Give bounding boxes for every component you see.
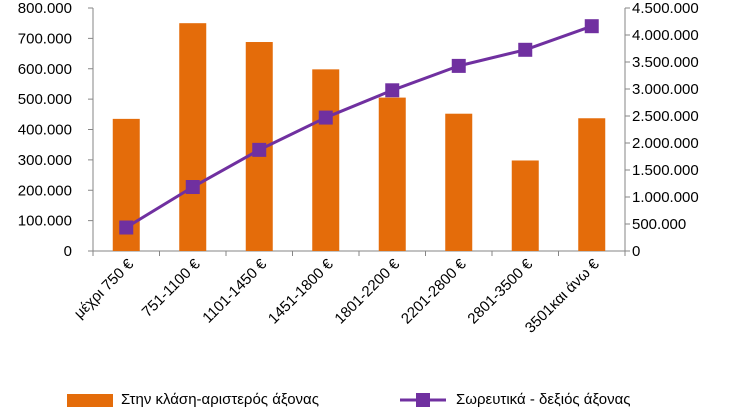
- bar: [578, 118, 606, 251]
- point: [119, 220, 134, 235]
- point: [385, 83, 400, 98]
- y-left-tick-label: 500.000: [18, 91, 72, 108]
- x-tick-label: 751-1100 €: [139, 255, 204, 320]
- y-right-tick-label: 0: [632, 243, 640, 260]
- y-left-tick-label: 300.000: [18, 152, 72, 169]
- y-right-tick-label: 500.000: [632, 216, 686, 233]
- legend-bar-swatch: [67, 394, 113, 407]
- y-right-tick-label: 4.000.000: [632, 27, 699, 44]
- point: [451, 58, 466, 73]
- point: [185, 180, 200, 195]
- y-left-tick-label: 600.000: [18, 61, 72, 78]
- bar: [378, 97, 406, 251]
- point: [518, 42, 533, 57]
- x-tick-label: 2201-2800 €: [398, 255, 470, 327]
- x-tick-label: 2801-3500 €: [464, 255, 536, 327]
- y-right-tick-label: 2.000.000: [632, 135, 699, 152]
- bar: [312, 69, 340, 251]
- point: [584, 19, 599, 34]
- y-right-tick-label: 1.000.000: [632, 189, 699, 206]
- y-left-tick-label: 800.000: [18, 0, 72, 17]
- y-right-tick-label: 1.500.000: [632, 162, 699, 179]
- x-tick-label: μέχρι 750 €: [71, 255, 138, 322]
- bar: [511, 160, 539, 251]
- legend-line-marker: [416, 393, 430, 407]
- point: [252, 142, 267, 157]
- y-left-tick-label: 700.000: [18, 30, 72, 47]
- y-left-tick-label: 100.000: [18, 213, 72, 230]
- y-left-tick-label: 200.000: [18, 182, 72, 199]
- bar: [179, 23, 207, 251]
- series-line: [125, 24, 593, 229]
- x-tick-label: 1101-1450 €: [199, 255, 270, 326]
- bar: [445, 113, 473, 251]
- point: [318, 110, 333, 125]
- y-right-tick-label: 3.000.000: [632, 81, 699, 98]
- legend-label-line: Σωρευτικά - δεξιός άξονας: [456, 391, 631, 408]
- y-right-tick-label: 2.500.000: [632, 108, 699, 125]
- y-left-tick-label: 0: [64, 243, 72, 260]
- y-right-tick-label: 3.500.000: [632, 54, 699, 71]
- x-tick-label: 1451-1800 €: [265, 255, 337, 327]
- x-tick-label: 1801-2200 €: [331, 255, 403, 327]
- y-left-tick-label: 400.000: [18, 122, 72, 139]
- y-right-tick-label: 4.500.000: [632, 0, 699, 17]
- legend-label-bars: Στην κλάση-αριστερός άξονας: [121, 391, 319, 408]
